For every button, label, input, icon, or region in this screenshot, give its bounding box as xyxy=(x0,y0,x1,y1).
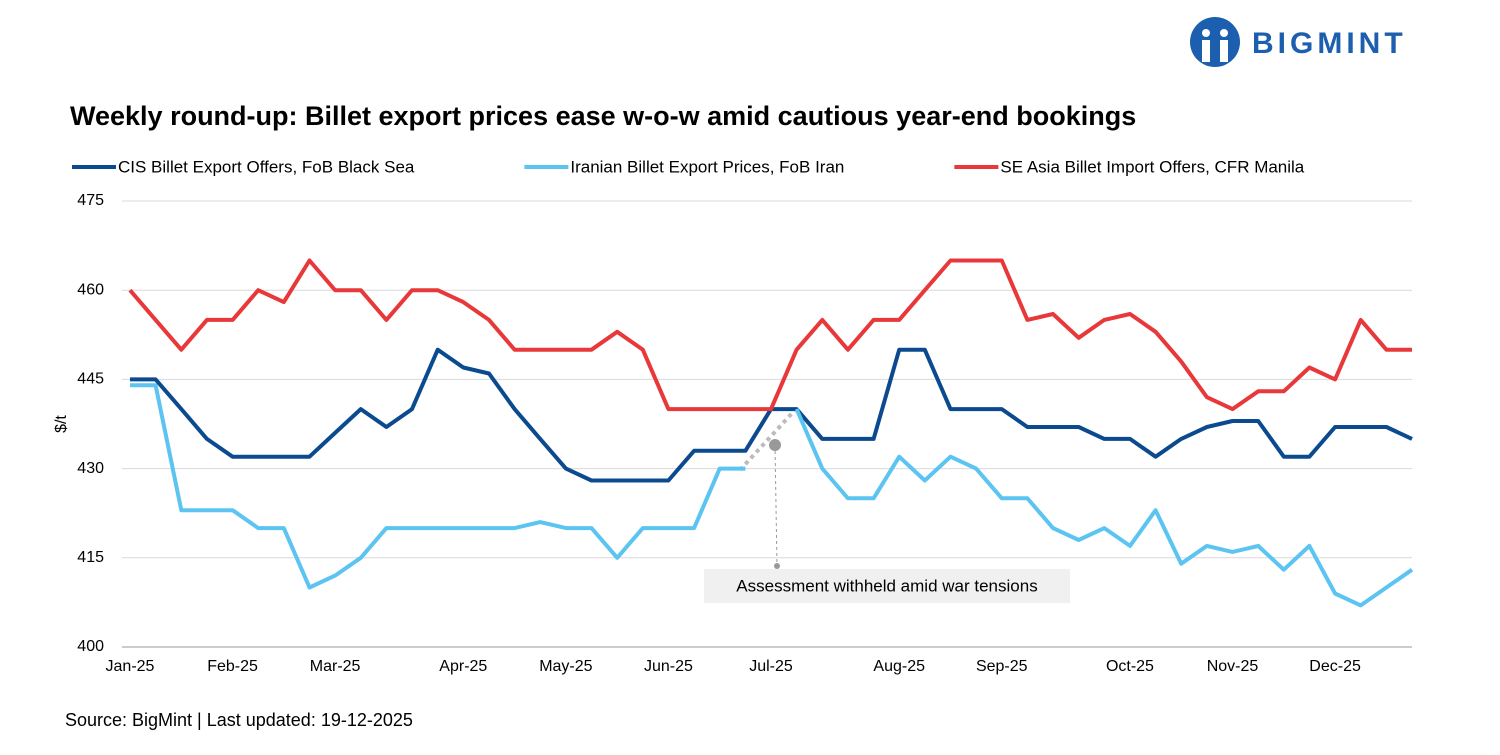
chart-title: Weekly round-up: Billet export prices ea… xyxy=(70,101,1136,131)
source: Source: BigMint | Last updated: 19-12-20… xyxy=(65,710,413,730)
legend-label: CIS Billet Export Offers, FoB Black Sea xyxy=(118,157,415,176)
x-tick-label: Oct-25 xyxy=(1106,658,1154,675)
legend-label: Iranian Billet Export Prices, FoB Iran xyxy=(570,157,844,176)
x-tick-label: Dec-25 xyxy=(1309,658,1361,675)
x-tick-label: Aug-25 xyxy=(873,658,925,675)
logo-icon-bar xyxy=(1220,40,1228,62)
brand: BIGMINT xyxy=(1252,27,1407,60)
series-line xyxy=(130,383,1414,608)
y-tick-label: 415 xyxy=(77,549,104,566)
y-tick-label: 445 xyxy=(77,371,104,388)
logo: BIGMINT xyxy=(1190,17,1407,67)
series-line xyxy=(128,258,1412,412)
y-tick-label: 460 xyxy=(77,281,104,298)
y-axis-label: $/t xyxy=(53,415,70,433)
x-tick-label: Jun-25 xyxy=(644,658,693,675)
legend-label: SE Asia Billet Import Offers, CFR Manila xyxy=(1000,157,1304,176)
annotation-dot xyxy=(774,563,780,569)
y-tick-label: 400 xyxy=(77,638,104,655)
series-line xyxy=(130,347,1413,483)
annotation-connector xyxy=(738,408,797,472)
x-tick-label: Mar-25 xyxy=(310,658,361,675)
x-tick-label: Sep-25 xyxy=(976,658,1028,675)
y-tick-label: 430 xyxy=(77,460,104,477)
annotation-box xyxy=(704,569,1070,603)
logo-icon-bar xyxy=(1202,40,1210,62)
x-tick-label: Feb-25 xyxy=(207,658,258,675)
annotation-dot xyxy=(769,439,781,451)
x-tick-label: Nov-25 xyxy=(1207,658,1259,675)
annotation: Assessment withheld amid war tensions xyxy=(736,576,1037,595)
x-tick-label: Jan-25 xyxy=(106,658,155,675)
annotation-leader xyxy=(774,444,778,567)
x-tick-label: Apr-25 xyxy=(439,658,487,675)
logo-icon-dot xyxy=(1220,29,1228,37)
x-tick-label: May-25 xyxy=(539,658,592,675)
x-tick-label: Jul-25 xyxy=(749,658,793,675)
logo-icon-dot xyxy=(1202,29,1210,37)
y-tick-label: 475 xyxy=(77,192,104,209)
logo-icon xyxy=(1190,17,1240,67)
